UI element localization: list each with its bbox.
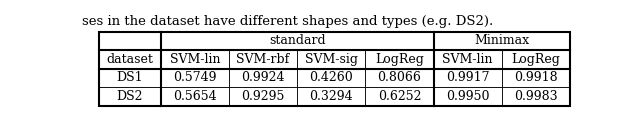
Text: standard: standard bbox=[269, 34, 326, 47]
Text: DS1: DS1 bbox=[116, 71, 143, 84]
Bar bbox=[99, 32, 570, 106]
Text: 0.3294: 0.3294 bbox=[310, 90, 353, 103]
Text: 0.9950: 0.9950 bbox=[446, 90, 490, 103]
Bar bbox=[161, 69, 229, 87]
Bar bbox=[99, 50, 161, 69]
Bar bbox=[434, 32, 570, 50]
Text: 0.8066: 0.8066 bbox=[378, 71, 422, 84]
Text: SVM-rbf: SVM-rbf bbox=[236, 53, 290, 66]
Bar bbox=[99, 87, 161, 106]
Bar bbox=[502, 87, 570, 106]
Text: 0.9917: 0.9917 bbox=[446, 71, 490, 84]
Bar bbox=[99, 32, 161, 50]
Bar bbox=[502, 50, 570, 69]
Text: 0.5654: 0.5654 bbox=[173, 90, 217, 103]
Bar bbox=[161, 50, 229, 69]
Bar bbox=[365, 87, 434, 106]
Text: LogReg: LogReg bbox=[375, 53, 424, 66]
Text: 0.9295: 0.9295 bbox=[241, 90, 285, 103]
Bar bbox=[365, 50, 434, 69]
Bar bbox=[365, 69, 434, 87]
Text: ses in the dataset have different shapes and types (e.g. DS2).: ses in the dataset have different shapes… bbox=[83, 15, 493, 28]
Bar bbox=[161, 87, 229, 106]
Bar bbox=[297, 50, 365, 69]
Text: 0.5749: 0.5749 bbox=[173, 71, 216, 84]
Bar bbox=[99, 69, 161, 87]
Bar bbox=[229, 50, 297, 69]
Bar bbox=[434, 69, 502, 87]
Text: SVM-sig: SVM-sig bbox=[305, 53, 358, 66]
Bar bbox=[434, 87, 502, 106]
Bar bbox=[297, 69, 365, 87]
Text: 0.9983: 0.9983 bbox=[514, 90, 557, 103]
Text: LogReg: LogReg bbox=[511, 53, 561, 66]
Text: 0.9924: 0.9924 bbox=[241, 71, 285, 84]
Text: 0.6252: 0.6252 bbox=[378, 90, 421, 103]
Bar bbox=[434, 50, 502, 69]
Bar bbox=[229, 87, 297, 106]
Text: 0.9918: 0.9918 bbox=[514, 71, 557, 84]
Bar bbox=[161, 32, 434, 50]
Text: Minimax: Minimax bbox=[474, 34, 529, 47]
Bar bbox=[297, 87, 365, 106]
Text: SVM-lin: SVM-lin bbox=[170, 53, 220, 66]
Text: 0.4260: 0.4260 bbox=[309, 71, 353, 84]
Text: dataset: dataset bbox=[106, 53, 153, 66]
Text: SVM-lin: SVM-lin bbox=[442, 53, 493, 66]
Bar bbox=[502, 69, 570, 87]
Bar bbox=[229, 69, 297, 87]
Text: DS2: DS2 bbox=[116, 90, 143, 103]
